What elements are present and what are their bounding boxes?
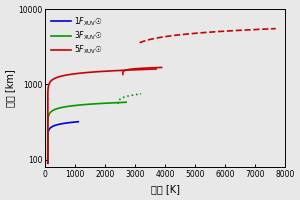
Y-axis label: 高度 [km]: 高度 [km] [6, 69, 16, 107]
Legend: $1F_{\rm XUV}$☉, $3F_{\rm XUV}$☉, $5F_{\rm XUV}$☉: $1F_{\rm XUV}$☉, $3F_{\rm XUV}$☉, $5F_{\… [49, 13, 106, 58]
X-axis label: 温度 [K]: 温度 [K] [151, 184, 180, 194]
